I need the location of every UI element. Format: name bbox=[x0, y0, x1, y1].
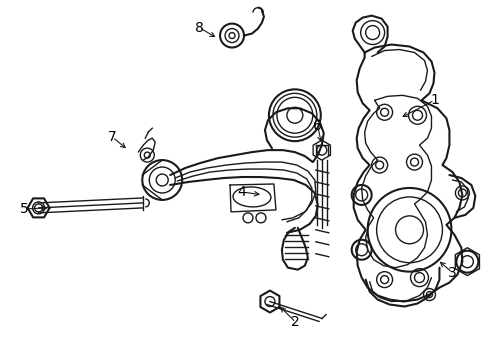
Text: 6: 6 bbox=[314, 119, 322, 133]
Text: 8: 8 bbox=[195, 21, 203, 35]
Text: 4: 4 bbox=[238, 185, 246, 199]
Text: 1: 1 bbox=[430, 93, 439, 107]
Text: 2: 2 bbox=[292, 315, 300, 329]
Text: 7: 7 bbox=[108, 130, 117, 144]
Text: 5: 5 bbox=[20, 202, 29, 216]
Text: 3: 3 bbox=[448, 266, 457, 280]
